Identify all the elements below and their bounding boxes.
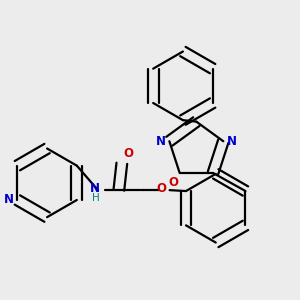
Text: O: O <box>157 182 166 195</box>
Text: N: N <box>4 194 14 206</box>
Text: N: N <box>227 135 237 148</box>
Text: N: N <box>89 182 100 195</box>
Text: O: O <box>168 176 178 189</box>
Text: H: H <box>92 193 100 203</box>
Text: N: N <box>155 135 166 148</box>
Text: O: O <box>123 147 133 160</box>
